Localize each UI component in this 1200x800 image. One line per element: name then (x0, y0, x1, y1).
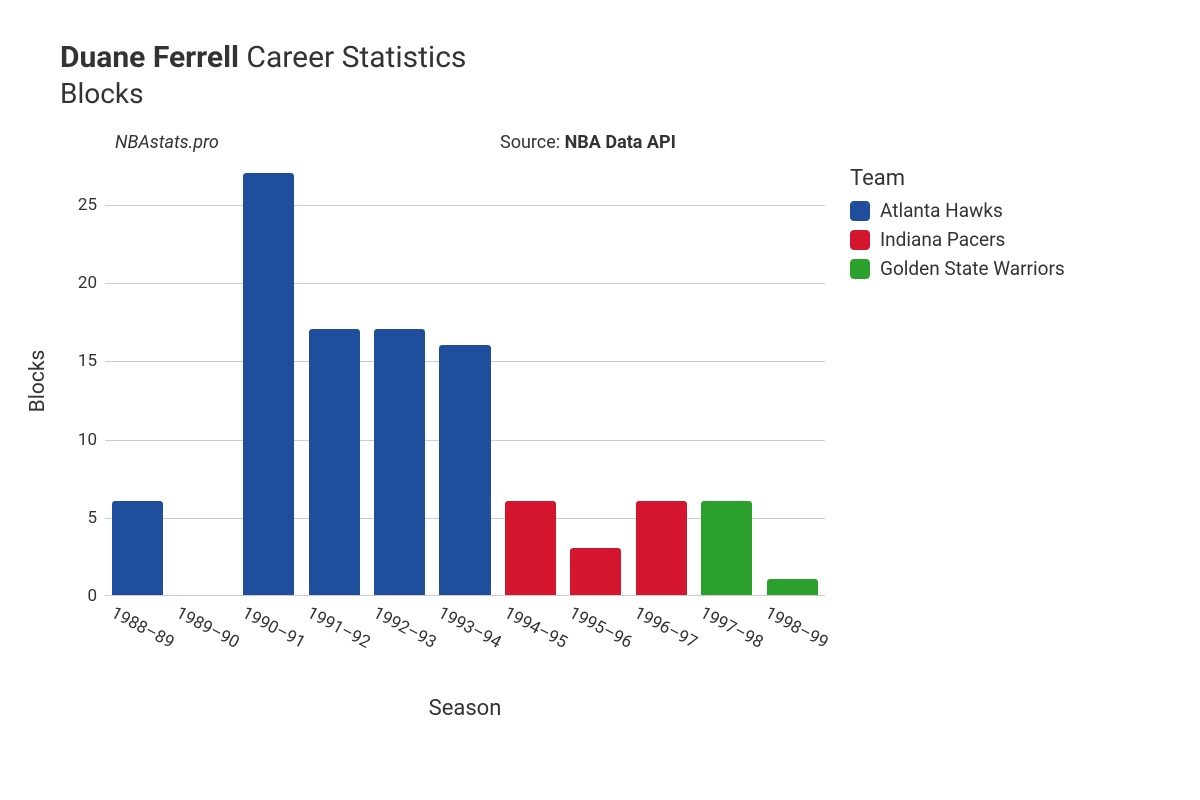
site-credit: NBAstats.pro (115, 132, 219, 153)
player-name: Duane Ferrell (60, 40, 239, 75)
y-axis-label: Blocks (26, 350, 50, 413)
y-tick-label: 15 (78, 351, 97, 371)
legend-item: Atlanta Hawks (850, 199, 1065, 222)
x-tick-label: 1992–93 (369, 603, 439, 653)
y-tick-label: 25 (78, 195, 97, 215)
title-suffix: Career Statistics (246, 40, 466, 75)
bar (374, 329, 425, 595)
chart-container: Duane Ferrell Career Statistics Blocks N… (60, 40, 1160, 726)
bar (701, 501, 752, 595)
x-tick-label: 1994–95 (500, 603, 570, 653)
bar (570, 548, 621, 595)
chart-subtitle: Blocks (60, 77, 1160, 110)
y-tick-label: 20 (78, 273, 97, 293)
x-tick-label: 1990–91 (238, 603, 308, 653)
x-tick-label: 1989–90 (173, 603, 243, 653)
bar (112, 501, 163, 595)
legend-item: Indiana Pacers (850, 228, 1065, 251)
x-tick-label: 1993–94 (435, 603, 505, 653)
y-tick-label: 0 (87, 586, 97, 606)
bar (505, 501, 556, 595)
x-tick-label: 1988–89 (107, 603, 177, 653)
bar (309, 329, 360, 595)
legend-item: Golden State Warriors (850, 257, 1065, 280)
plot-area: 05101520251988–891989–901990–911991–9219… (105, 166, 825, 596)
source-credit: Source: NBA Data API (500, 132, 676, 153)
attribution-row: NBAstats.pro Source: NBA Data API (60, 132, 1160, 160)
bar (439, 345, 490, 595)
legend-label: Golden State Warriors (880, 257, 1065, 280)
gridline (105, 205, 825, 206)
legend-label: Atlanta Hawks (880, 199, 1003, 222)
source-name: NBA Data API (565, 132, 676, 153)
legend-label: Indiana Pacers (880, 228, 1005, 251)
chart-title-line1: Duane Ferrell Career Statistics (60, 40, 1160, 75)
x-tick-label: 1995–96 (566, 603, 636, 653)
bar (767, 579, 818, 595)
x-tick-label: 1997–98 (696, 603, 766, 653)
legend-swatch (850, 201, 870, 221)
legend-swatch (850, 230, 870, 250)
plot-wrap: Blocks Season 05101520251988–891989–9019… (60, 166, 1160, 726)
x-tick-label: 1991–92 (304, 603, 374, 653)
legend-title: Team (850, 166, 1065, 191)
x-tick-label: 1998–99 (762, 603, 832, 653)
y-tick-label: 10 (78, 430, 97, 450)
source-prefix: Source: (500, 132, 565, 153)
x-tick-label: 1996–97 (631, 603, 701, 653)
bar (636, 501, 687, 595)
gridline (105, 283, 825, 284)
x-axis-label: Season (429, 696, 502, 721)
bar (243, 173, 294, 595)
legend: Team Atlanta Hawks Indiana Pacers Golden S… (850, 166, 1065, 286)
y-tick-label: 5 (87, 508, 97, 528)
legend-swatch (850, 259, 870, 279)
